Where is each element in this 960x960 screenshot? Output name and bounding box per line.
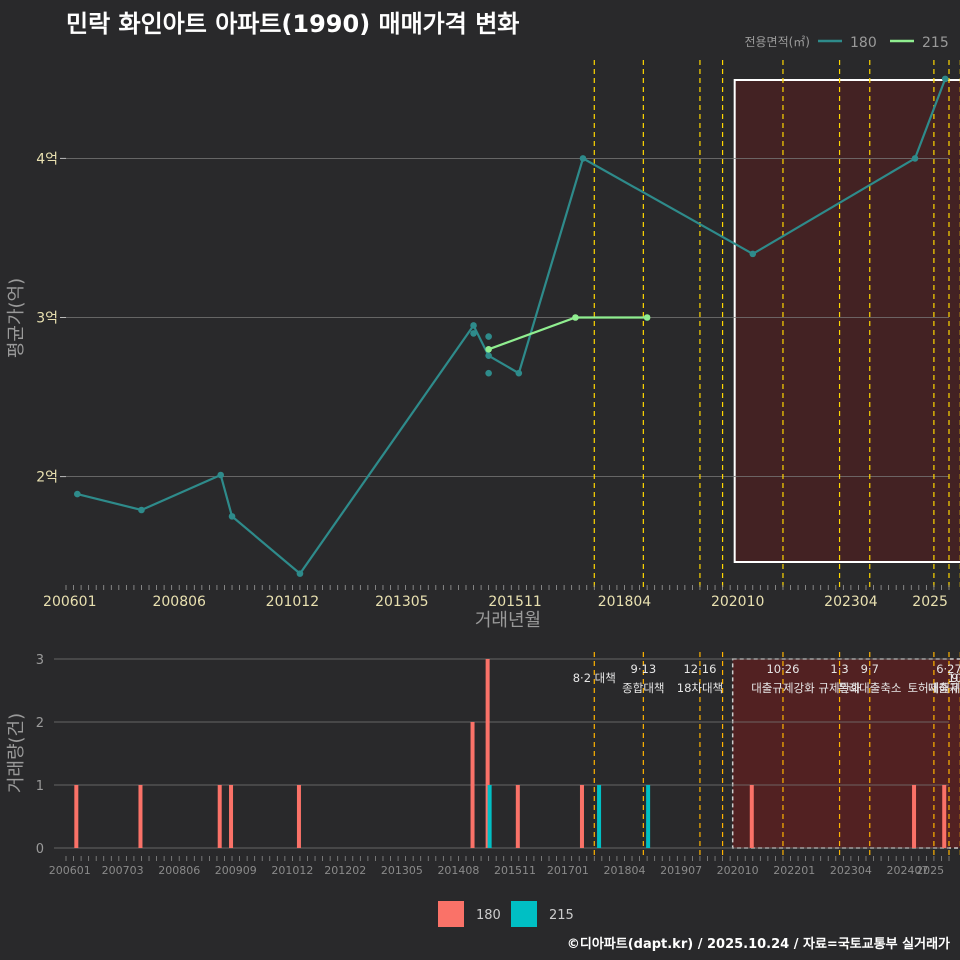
legend-title: 전용면적(㎡): [744, 35, 810, 49]
bar-180: [217, 785, 222, 848]
highlight-box-top: [733, 79, 960, 563]
policy-date-label: 9·13: [631, 662, 657, 676]
policy-name-label: 18차대책: [677, 681, 723, 695]
x-tick-label: 200909: [215, 864, 257, 877]
x-tick-label: 202304: [830, 864, 872, 877]
x-tick-label: 202304: [824, 594, 878, 610]
bar-180: [470, 722, 475, 848]
data-point-180: [911, 155, 919, 162]
bar-180: [579, 785, 584, 848]
y-tick-label: 2: [36, 716, 44, 731]
policy-date-label: 9·7: [861, 662, 879, 676]
x-tick-label: 201202: [324, 864, 366, 877]
x-tick-label: 202407: [886, 864, 928, 877]
bar-215: [646, 785, 651, 848]
bar-180: [912, 785, 917, 848]
policy-name-label: 토허제해제: [907, 681, 960, 695]
x-axis-title: 거래년월: [475, 610, 541, 631]
x-tick-label: 200601: [43, 594, 96, 610]
legend-label-180: 180: [476, 908, 501, 923]
source-footer: ©디아파트(dapt.kr) / 2025.10.24 / 자료=국토교통부 실…: [566, 937, 950, 952]
x-tick-label: 201804: [598, 594, 652, 610]
data-point-180: [485, 333, 492, 340]
data-point-180: [138, 506, 145, 514]
policy-name-label: 규제완화: [818, 681, 861, 695]
data-point-180: [296, 570, 304, 577]
x-tick-label: 201408: [437, 864, 479, 877]
data-point-180: [485, 352, 492, 359]
data-point-180: [470, 322, 477, 329]
series-line-180: [77, 78, 947, 576]
legend-label-215: 215: [922, 35, 949, 51]
x-tick-label: 202010: [717, 864, 759, 877]
data-point-180: [470, 330, 477, 337]
x-tick-label: 201012: [271, 864, 313, 877]
legend-label-215: 215: [549, 908, 574, 923]
x-tick-label: 201305: [375, 594, 428, 610]
data-point-180: [579, 155, 587, 162]
chart-title: 민락 화인아트 아파트(1990) 매매가격 변화: [66, 10, 520, 38]
policy-date-label: 10·15: [948, 671, 960, 685]
x-tick-label: 201511: [488, 594, 541, 610]
y-axis-title: 평균가(억): [6, 278, 27, 358]
x-tick-label: 200601: [49, 864, 91, 877]
legend-swatch-180: [438, 901, 464, 927]
x-tick-label: 201511: [494, 864, 536, 877]
x-tick-label: 200806: [158, 864, 200, 877]
x-tick-label: 201907: [660, 864, 702, 877]
policy-date-label: 6·27: [936, 662, 960, 676]
bar-180: [229, 785, 234, 848]
policy-name-label: 대출규제: [928, 681, 960, 695]
y-axis-title: 거래량(건): [6, 713, 27, 793]
legend-label-180: 180: [850, 35, 877, 51]
x-tick-label: 2025: [912, 594, 948, 610]
bar-180: [749, 785, 754, 848]
data-point-180: [217, 471, 225, 479]
y-tick-label: 3: [36, 653, 44, 668]
x-tick-label: 202010: [711, 594, 764, 610]
data-point-180: [228, 513, 236, 520]
data-point-180: [74, 490, 81, 498]
bar-180: [515, 785, 520, 848]
bar-215: [487, 785, 492, 848]
policy-date-label: 1·3: [830, 662, 848, 676]
y-tick-label: 0: [36, 842, 44, 857]
legend-swatch-215: [511, 901, 537, 927]
data-point-215: [643, 314, 651, 321]
y-tick-label: 3억: [36, 311, 58, 327]
data-point-180: [485, 369, 492, 377]
x-tick-label: 202201: [773, 864, 815, 877]
highlight-box-bottom: [731, 658, 960, 849]
y-tick-label: 4억: [36, 151, 58, 167]
y-tick-label: 2억: [36, 470, 58, 486]
bar-180: [485, 659, 490, 848]
bar-180: [74, 785, 79, 848]
x-tick-label: 201012: [266, 594, 319, 610]
data-point-180: [749, 250, 757, 258]
x-tick-label: 201701: [547, 864, 589, 877]
x-tick-label: 201804: [603, 864, 645, 877]
bar-180: [138, 785, 143, 848]
policy-date-label: 9·7: [951, 671, 960, 685]
policy-date-label: 8·2 대책: [573, 671, 616, 685]
policy-date-label: 10·26: [766, 662, 799, 676]
x-tick-label: 200806: [152, 594, 206, 610]
series-line-215: [488, 316, 648, 351]
data-point-180: [515, 369, 523, 377]
data-point-180: [941, 75, 949, 83]
y-tick-label: 1: [36, 779, 44, 794]
policy-name-label: 대출규제강화: [751, 681, 815, 695]
data-point-215: [572, 314, 579, 321]
bar-180: [296, 785, 301, 848]
x-tick-label: 201305: [381, 864, 423, 877]
x-tick-label: 200703: [102, 864, 144, 877]
policy-date-label: 12·16: [683, 662, 716, 676]
bar-180: [942, 785, 947, 848]
policy-name-label: 특례대출축소: [838, 681, 901, 695]
policy-name-label: 종합대책: [622, 681, 664, 695]
data-point-215: [485, 346, 492, 353]
bar-215: [597, 785, 602, 848]
x-tick-label: 2025: [916, 864, 944, 877]
